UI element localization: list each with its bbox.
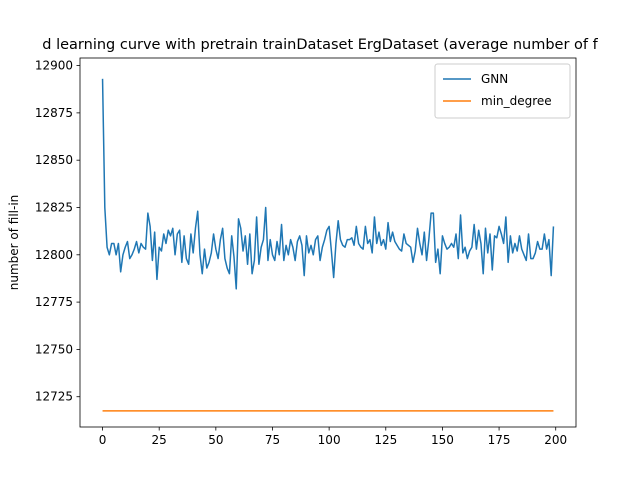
x-tick-label: 125 xyxy=(374,433,397,447)
y-tick-label: 12825 xyxy=(35,200,73,214)
series-line-GNN xyxy=(101,78,555,290)
x-tick-label: 25 xyxy=(152,433,167,447)
series-layer xyxy=(101,78,555,412)
y-tick-label: 12750 xyxy=(35,342,73,356)
y-tick-label: 12900 xyxy=(35,59,73,73)
y-axis-label: number of fill-in xyxy=(7,195,21,291)
axes-frame xyxy=(79,57,577,428)
y-tick-label: 12775 xyxy=(35,295,73,309)
legend-label: min_degree xyxy=(481,94,552,108)
plot-area xyxy=(79,57,577,428)
x-axis: 0 25 50 75 100 125 150 175 200 xyxy=(99,427,567,447)
legend-box xyxy=(434,63,571,119)
x-tick-label: 75 xyxy=(265,433,280,447)
x-tick-label: 50 xyxy=(208,433,223,447)
x-tick-label: 100 xyxy=(318,433,341,447)
x-tick-label: 0 xyxy=(99,433,107,447)
x-tick-label: 150 xyxy=(431,433,454,447)
y-tick-label: 12725 xyxy=(35,390,73,404)
y-tick-label: 12875 xyxy=(35,106,73,120)
x-tick-label: 175 xyxy=(488,433,511,447)
legend-label: GNN xyxy=(481,72,508,86)
legend: GNN min_degree xyxy=(434,63,571,119)
chart-title: d learning curve with pretrain trainData… xyxy=(42,37,598,53)
y-tick-label: 12850 xyxy=(35,153,73,167)
y-tick-label: 12800 xyxy=(35,248,73,262)
x-tick-label: 200 xyxy=(544,433,567,447)
y-axis: 12725 12750 12775 12800 12825 12850 12875 12900 xyxy=(35,59,80,404)
